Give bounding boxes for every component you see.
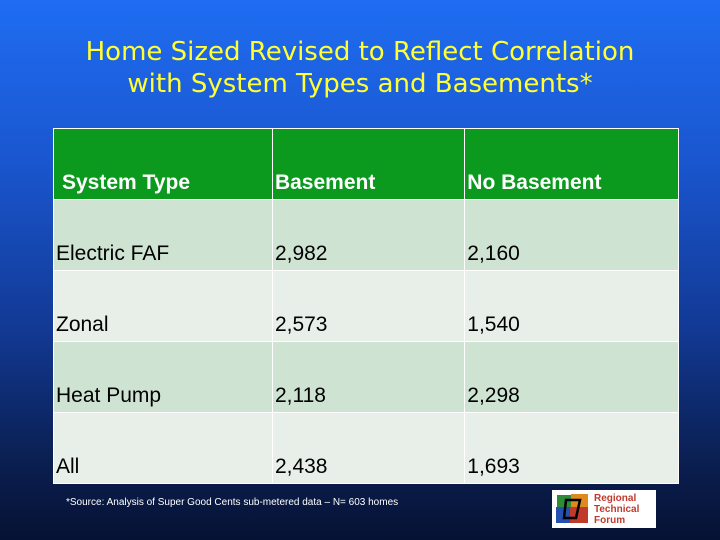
header-system-type: System Type	[53, 128, 273, 200]
home-size-table: System Type Basement No Basement Electri…	[53, 128, 679, 484]
slide-title-line-1: Home Sized Revised to Reflect Correlatio…	[85, 37, 635, 67]
logo-line-3: Forum	[594, 514, 626, 526]
table-header-row: System Type Basement No Basement	[53, 128, 679, 200]
slide-title: Home Sized Revised to Reflect Correlatio…	[0, 36, 720, 100]
no-basement-cell: 1,693	[464, 412, 679, 484]
table-row: Heat Pump 2,118 2,298	[53, 341, 679, 413]
system-type-cell: All	[53, 412, 273, 484]
basement-cell: 2,438	[271, 412, 466, 484]
table-row: Zonal 2,573 1,540	[53, 270, 679, 342]
source-footnote: *Source: Analysis of Super Good Cents su…	[66, 497, 399, 508]
no-basement-cell: 2,298	[464, 341, 679, 413]
basement-cell: 2,982	[271, 199, 466, 271]
header-basement: Basement	[271, 128, 466, 200]
logo-line-1: Regional	[594, 492, 637, 504]
rtf-logo: Regional Technical Forum	[552, 490, 656, 528]
basement-cell: 2,573	[271, 270, 466, 342]
header-no-basement: No Basement	[464, 128, 679, 200]
logo-line-2: Technical	[594, 503, 640, 515]
no-basement-cell: 2,160	[464, 199, 679, 271]
rtf-logo-icon	[556, 494, 588, 523]
slide-title-line-2: with System Types and Basements*	[127, 69, 593, 99]
no-basement-cell: 1,540	[464, 270, 679, 342]
system-type-cell: Electric FAF	[53, 199, 273, 271]
rtf-logo-text: Regional Technical Forum	[594, 493, 639, 526]
table-row: Electric FAF 2,982 2,160	[53, 199, 679, 271]
basement-cell: 2,118	[271, 341, 466, 413]
system-type-cell: Heat Pump	[53, 341, 273, 413]
table-row: All 2,438 1,693	[53, 412, 679, 484]
system-type-cell: Zonal	[53, 270, 273, 342]
